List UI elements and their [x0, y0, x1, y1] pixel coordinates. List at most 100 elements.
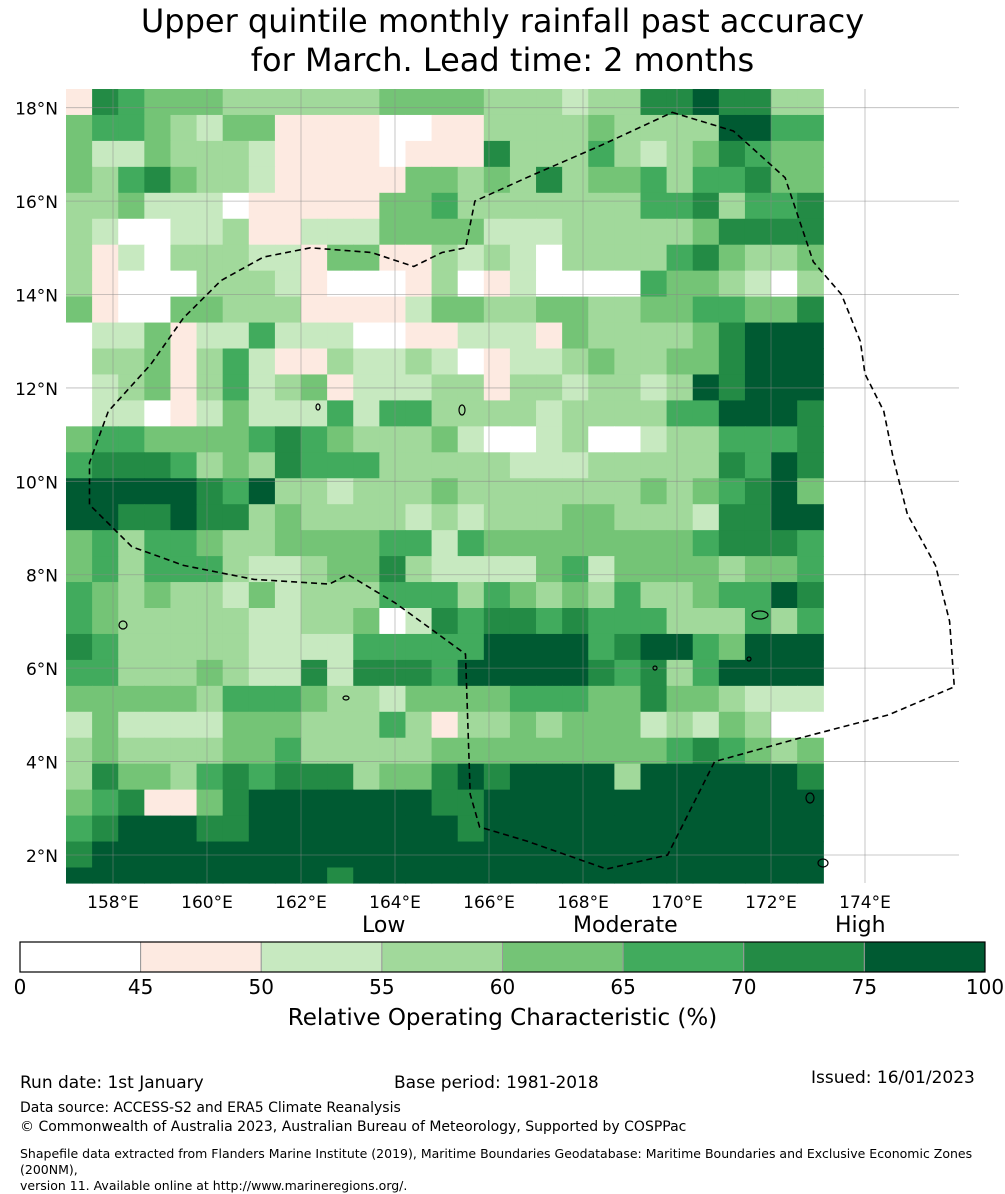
heatmap-cell — [66, 711, 93, 739]
heatmap-cell — [483, 140, 511, 168]
heatmap-cell — [692, 452, 720, 479]
heatmap-cell — [457, 556, 485, 583]
island-outline — [751, 610, 769, 620]
heatmap-cell — [562, 322, 589, 350]
heatmap-cell — [744, 685, 772, 713]
heatmap-cell — [144, 140, 172, 168]
heatmap-cell — [536, 89, 563, 116]
heatmap-cell — [274, 504, 302, 531]
heatmap-cell — [92, 737, 119, 765]
heatmap-cell — [196, 478, 224, 505]
heatmap-cell — [144, 659, 172, 687]
heatmap-cell — [274, 218, 302, 246]
heatmap-cell — [431, 244, 459, 272]
heatmap-cell — [562, 659, 589, 687]
heatmap-cell — [222, 322, 250, 350]
heatmap-cell — [222, 400, 250, 427]
heatmap-cell — [744, 166, 772, 194]
heatmap-cell — [222, 192, 250, 220]
heatmap-cell — [483, 789, 511, 817]
heatmap-cell — [92, 322, 119, 350]
heatmap-cell — [118, 400, 145, 427]
heatmap-cell — [536, 452, 563, 479]
heatmap-cell — [248, 556, 276, 583]
heatmap-cell — [353, 192, 380, 220]
heatmap-cell — [327, 166, 354, 194]
colorbar-swatch — [140, 941, 262, 973]
heatmap-cell — [483, 478, 511, 505]
heatmap-cell — [588, 270, 615, 298]
heatmap-cell — [222, 711, 250, 739]
heatmap-cell — [274, 633, 302, 661]
heatmap-cell — [196, 114, 224, 142]
heatmap-cell — [536, 711, 563, 739]
heatmap-cell — [614, 348, 642, 376]
heatmap-cell — [327, 348, 354, 376]
colorbar-category-high: High — [835, 913, 886, 938]
heatmap-cell — [431, 452, 459, 479]
heatmap-cell — [144, 556, 172, 583]
heatmap-cell — [301, 763, 328, 791]
heatmap-cell — [483, 270, 511, 298]
heatmap-cell — [744, 530, 772, 557]
heatmap-cell — [92, 426, 119, 453]
heatmap-cell — [431, 218, 459, 246]
heatmap-cell — [66, 244, 93, 272]
heatmap-cell — [144, 166, 172, 194]
heatmap-cell — [196, 400, 224, 427]
heatmap-cell — [744, 763, 772, 791]
heatmap-cell — [301, 140, 328, 168]
heatmap-cell — [66, 530, 93, 557]
heatmap-cell — [66, 685, 93, 713]
heatmap-cell — [248, 114, 276, 142]
heatmap-cell — [588, 789, 615, 817]
colorbar-swatch — [260, 941, 383, 973]
heatmap-cell — [718, 504, 746, 531]
heatmap-cell — [692, 711, 720, 739]
eez-boundary — [88, 111, 956, 870]
heatmap-cell — [744, 659, 772, 687]
heatmap-cell — [118, 89, 145, 116]
heatmap-cell — [588, 659, 615, 687]
heatmap-cell — [353, 556, 380, 583]
heatmap-cell — [66, 763, 93, 791]
heatmap-cell — [405, 789, 433, 817]
heatmap-cell — [692, 815, 720, 843]
heatmap-cell — [692, 322, 720, 350]
heatmap-cell — [509, 530, 537, 557]
heatmap-cell — [301, 426, 328, 453]
heatmap-cell — [744, 608, 772, 635]
heatmap-cell — [771, 452, 798, 479]
heatmap-cell — [457, 530, 485, 557]
heatmap-cell — [509, 166, 537, 194]
heatmap-cell — [222, 659, 250, 687]
heatmap-cell — [353, 530, 380, 557]
heatmap-cell — [431, 659, 459, 687]
heatmap-cell — [405, 608, 433, 635]
heatmap-cell — [379, 140, 407, 168]
heatmap-cell — [797, 400, 824, 427]
heatmap-cell — [144, 737, 172, 765]
heatmap-cell — [379, 244, 407, 272]
heatmap-cell — [666, 166, 694, 194]
heatmap-cell — [483, 322, 511, 350]
heatmap-cell — [405, 685, 433, 713]
heatmap-cell — [536, 166, 563, 194]
heatmap-cell — [718, 789, 746, 817]
heatmap-cell — [353, 166, 380, 194]
heatmap-cell — [744, 478, 772, 505]
heatmap-cell — [483, 89, 511, 116]
accuracy-grid — [66, 89, 824, 884]
heatmap-cell — [66, 452, 93, 479]
heatmap-cell — [248, 244, 276, 272]
heatmap-cell — [248, 348, 276, 376]
heatmap-cell — [614, 789, 642, 817]
heatmap-cell — [92, 504, 119, 531]
heatmap-cell — [248, 763, 276, 791]
heatmap-cell — [614, 582, 642, 609]
heatmap-cell — [118, 685, 145, 713]
heatmap-cell — [483, 659, 511, 687]
heatmap-cell — [301, 166, 328, 194]
latitude-label: 18°N — [15, 100, 58, 120]
heatmap-cell — [562, 789, 589, 817]
